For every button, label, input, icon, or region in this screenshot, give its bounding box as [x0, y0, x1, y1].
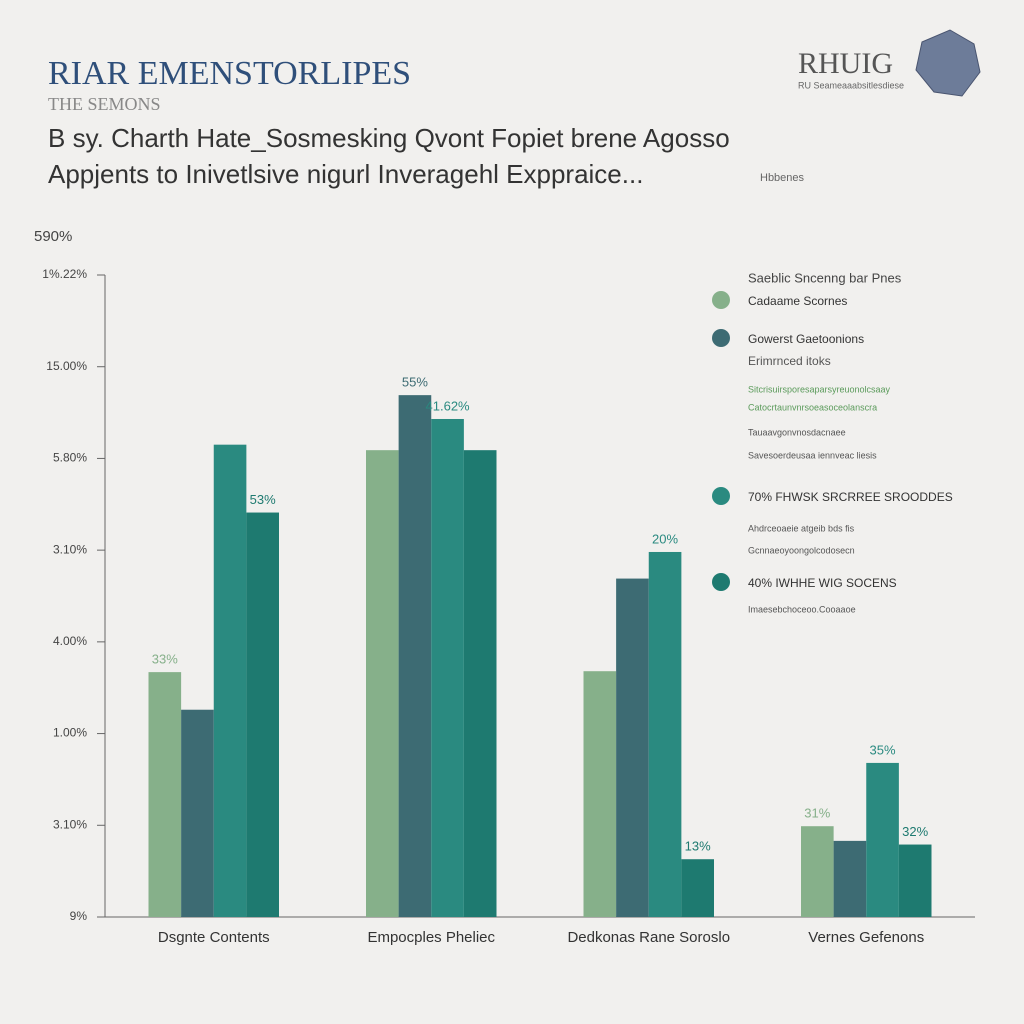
- logo-rock: [915, 29, 981, 97]
- legend-note: Ahdrceoaeie atgeib bds fis: [748, 523, 855, 533]
- legend-note: Gcnnaeoyoongolcodosecn: [748, 545, 855, 555]
- legend-label: 40% IWHHE WIG SOCENS: [748, 576, 897, 590]
- y-tick-label: 4.00%: [53, 634, 87, 648]
- value-label: 13%: [685, 839, 711, 854]
- legend-label: Gowerst Gaetoonions: [748, 332, 864, 346]
- subtitle: Appjents to Inivetlsive nigurl Inverageh…: [48, 159, 643, 189]
- legend-swatch: [712, 329, 730, 347]
- value-label: 53%: [250, 492, 276, 507]
- legend-swatch: [712, 291, 730, 309]
- bar: [431, 418, 464, 917]
- legend-note: Erimrnced itoks: [748, 354, 831, 368]
- value-label: 20%: [652, 531, 678, 546]
- y-tick-label: 1.00%: [53, 726, 87, 740]
- brand-note: RU Seameaaabsitlesdiese: [798, 80, 904, 90]
- bar: [398, 395, 432, 917]
- value-label: 55%: [402, 375, 428, 390]
- bar: [213, 444, 247, 917]
- bar: [648, 551, 682, 917]
- legend-note: Savesoerdeusaa iennveac liesis: [748, 450, 877, 460]
- legend-note: Sitcrisuirsporesaparsyreuonolcsaay: [748, 384, 891, 394]
- x-tick-label: Dedkonas Rane Soroslo: [567, 929, 730, 946]
- bar: [181, 709, 214, 917]
- y-tick-label: 3.10%: [53, 817, 87, 831]
- bar: [833, 840, 867, 917]
- chart-title: RIAR EMENSTORLIPES: [48, 55, 411, 92]
- value-label: 32%: [902, 824, 928, 839]
- y-tick-label: 1%.22%: [42, 267, 87, 281]
- y-tick-label: 15.00%: [46, 359, 87, 373]
- bar: [898, 844, 932, 917]
- legend-swatch: [712, 573, 730, 591]
- brand: RHUIG: [798, 47, 893, 80]
- subtitle-note: Hbbenes: [760, 172, 805, 184]
- bar: [148, 672, 182, 917]
- legend-note: Imaesebchoceoo.Cooaaoe: [748, 604, 856, 614]
- bar: [583, 671, 617, 917]
- value-label: 35%: [870, 742, 896, 757]
- bar: [616, 578, 649, 917]
- legend-title: Saeblic Sncenng bar Pnes: [748, 270, 902, 285]
- bar: [366, 450, 399, 917]
- bar: [463, 450, 497, 917]
- legend-note: Catocrtaunvnrsoeasoceolanscra: [748, 402, 877, 412]
- kicker: THE SEMONS: [48, 94, 161, 114]
- y-tick-label: 3.10%: [53, 542, 87, 556]
- x-tick-label: Dsgnte Contents: [158, 929, 270, 946]
- legend-swatch: [712, 487, 730, 505]
- legend-label: Cadaame Scornes: [748, 294, 847, 308]
- y-tick-label: 9%: [70, 909, 88, 923]
- bar: [801, 826, 834, 917]
- subtitle: B sy. Charth Hate_Sosmesking Qvont Fopie…: [48, 123, 730, 153]
- legend-label: 70% FHWSK SRCRREE SROODDES: [748, 490, 953, 504]
- value-label: 41.62%: [426, 398, 471, 413]
- bar: [681, 859, 714, 917]
- value-label: 31%: [804, 806, 830, 821]
- value-label: 33%: [152, 652, 178, 667]
- bar: [866, 762, 899, 917]
- y-axis-label: 590%: [34, 228, 72, 245]
- legend-note: Tauaavgonvnosdacnaee: [748, 427, 846, 437]
- bar: [246, 512, 279, 917]
- x-tick-label: Vernes Gefenons: [808, 929, 924, 946]
- x-tick-label: Empocples Pheliec: [367, 929, 495, 946]
- y-tick-label: 5.80%: [53, 451, 87, 465]
